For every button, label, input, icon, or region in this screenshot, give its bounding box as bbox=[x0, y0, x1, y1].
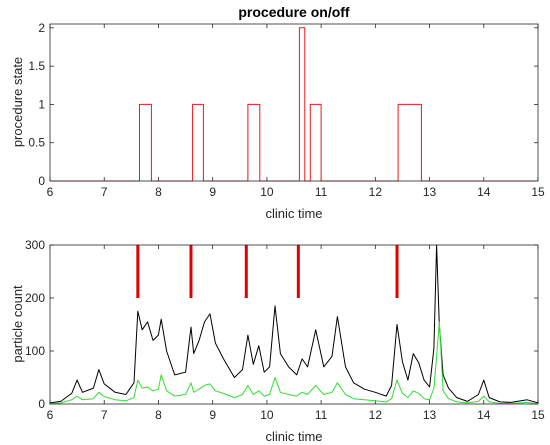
bottom-x-tick-label: 6 bbox=[47, 408, 54, 422]
bottom-x-tick-label: 10 bbox=[260, 408, 274, 422]
top-x-tick-label: 9 bbox=[209, 185, 216, 199]
bottom-plot-area: 6 7 8 9 10 11 12 13 14 15 0 100 200 300 bbox=[25, 238, 545, 422]
top-y-tick-label: 1 bbox=[38, 97, 45, 111]
bottom-x-tick-label: 13 bbox=[423, 408, 437, 422]
top-x-tick-label: 13 bbox=[423, 185, 437, 199]
bottom-series-line-1 bbox=[49, 321, 539, 405]
top-x-tick-label: 15 bbox=[531, 185, 545, 199]
bottom-x-tick-label: 8 bbox=[155, 408, 162, 422]
bottom-x-tick-label: 12 bbox=[369, 408, 383, 422]
bottom-x-tick-label: 15 bbox=[531, 408, 545, 422]
bottom-y-tick-label: 100 bbox=[25, 344, 45, 358]
top-x-tick-label: 8 bbox=[155, 185, 162, 199]
top-y-tick-label: 1.5 bbox=[28, 59, 45, 73]
top-x-tick-label: 11 bbox=[315, 185, 328, 199]
bottom-series-line-0 bbox=[49, 244, 539, 404]
top-y-tick-label: 2 bbox=[38, 21, 45, 35]
top-x-tick-label: 7 bbox=[101, 185, 108, 199]
top-plot-area: 6 7 8 9 10 11 12 13 14 15 0 0.5 1 1.5 2 bbox=[28, 21, 545, 199]
chart-title: procedure on/off bbox=[238, 4, 350, 20]
top-y-axis-label: procedure state bbox=[10, 57, 25, 147]
bottom-y-tick-label: 200 bbox=[25, 291, 45, 305]
bottom-x-axis-label: clinic time bbox=[265, 429, 322, 444]
top-x-tick-label: 14 bbox=[477, 185, 491, 199]
top-y-tick-label: 0.5 bbox=[28, 136, 45, 150]
top-x-tick-label: 10 bbox=[260, 185, 274, 199]
bottom-axes-frame bbox=[49, 244, 539, 405]
bottom-y-axis-label: particle count bbox=[10, 285, 25, 363]
top-series-line-0 bbox=[50, 27, 538, 182]
top-x-axis-label: clinic time bbox=[265, 206, 322, 221]
bottom-x-tick-label: 9 bbox=[209, 408, 216, 422]
top-axes-frame bbox=[49, 23, 539, 182]
bottom-x-tick-label: 7 bbox=[101, 408, 108, 422]
top-y-tick-label: 0 bbox=[38, 174, 45, 188]
bottom-x-tick-label: 14 bbox=[477, 408, 491, 422]
bottom-y-tick-label: 300 bbox=[25, 238, 45, 252]
top-x-tick-label: 12 bbox=[369, 185, 383, 199]
top-x-tick-label: 6 bbox=[47, 185, 54, 199]
bottom-y-tick-label: 0 bbox=[38, 397, 45, 411]
bottom-x-tick-label: 11 bbox=[315, 408, 328, 422]
